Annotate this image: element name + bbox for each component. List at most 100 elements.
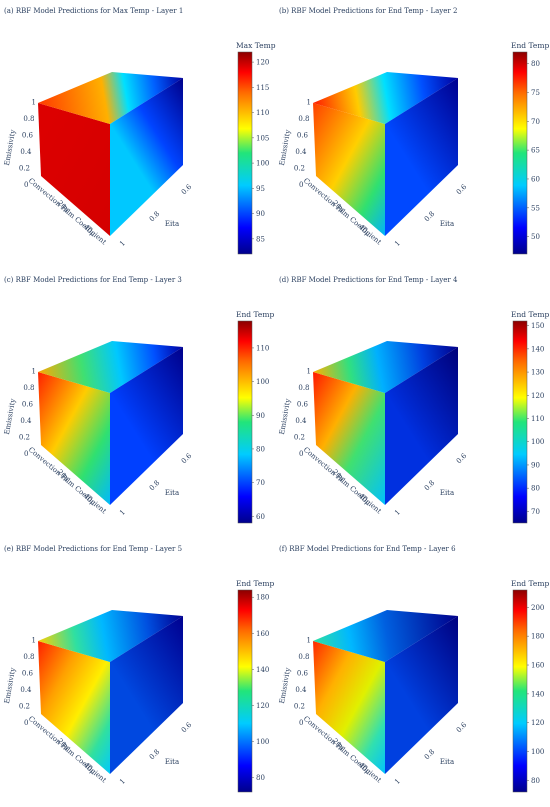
y-tick-label: 0.6 bbox=[455, 720, 469, 734]
y-tick-label: 0.6 bbox=[180, 720, 194, 734]
z-tick-label: 0.4 bbox=[295, 686, 307, 694]
cube-front-face bbox=[38, 372, 110, 505]
cube-side-face bbox=[110, 616, 183, 774]
cube-top-face bbox=[38, 610, 183, 662]
y-tick-label: 0.8 bbox=[423, 479, 437, 493]
colorbar-tick-label: 110 bbox=[256, 109, 269, 117]
colorbar-tick-label: 70 bbox=[531, 118, 540, 126]
colorbar-tick-label: 180 bbox=[256, 594, 269, 602]
colorbar-tick-label: 80 bbox=[531, 60, 540, 68]
z-axis-label: Emissivity bbox=[278, 129, 292, 166]
cube-front-face bbox=[38, 641, 110, 774]
colorbar-title: Max Temp bbox=[236, 41, 276, 50]
y-tick-label: 0.8 bbox=[148, 479, 162, 493]
z-tick-label: 0.4 bbox=[20, 148, 32, 156]
colorbar-tick-label: 140 bbox=[531, 690, 544, 698]
cube-side-face bbox=[110, 78, 183, 236]
z-tick-label: 0 bbox=[299, 719, 303, 727]
z-tick-label: 0.6 bbox=[22, 670, 34, 678]
cube-side-face bbox=[385, 347, 458, 505]
z-tick-label: 0.6 bbox=[22, 401, 34, 409]
y-tick-label: 1 bbox=[393, 239, 402, 248]
colorbar-title: End Temp bbox=[236, 579, 274, 588]
z-tick-label: 0.6 bbox=[297, 132, 309, 140]
colorbar-tick-label: 110 bbox=[531, 415, 544, 423]
z-tick-label: 0.8 bbox=[23, 384, 34, 392]
y-axis-label: Eita bbox=[440, 758, 454, 766]
chart-svg: (b) RBF Model Predictions for End Temp -… bbox=[278, 7, 549, 255]
z-tick-label: 0.2 bbox=[294, 703, 305, 711]
z-tick-label: 0.6 bbox=[297, 670, 309, 678]
colorbar-tick-label: 85 bbox=[256, 235, 265, 243]
chart-svg: (a) RBF Model Predictions for Max Temp -… bbox=[3, 7, 276, 255]
y-tick-label: 1 bbox=[393, 777, 402, 786]
z-tick-label: 0.4 bbox=[20, 417, 32, 425]
z-tick-label: 0.8 bbox=[298, 653, 309, 661]
colorbar-tick-label: 105 bbox=[256, 134, 269, 142]
colorbar-tick-label: 100 bbox=[256, 738, 269, 746]
colorbar-tick-label: 150 bbox=[531, 322, 544, 330]
chart-panel-e: (e) RBF Model Predictions for End Temp -… bbox=[0, 538, 275, 807]
z-axis-label: Emissivity bbox=[3, 667, 17, 704]
colorbar-tick-label: 115 bbox=[256, 84, 269, 92]
colorbar-tick-label: 120 bbox=[531, 719, 544, 727]
z-tick-label: 0.2 bbox=[19, 703, 30, 711]
colorbar-tick-label: 120 bbox=[531, 392, 544, 400]
chart-panel-a: (a) RBF Model Predictions for Max Temp -… bbox=[0, 0, 276, 269]
colorbar-tick-label: 100 bbox=[531, 438, 544, 446]
colorbar-tick-label: 80 bbox=[531, 777, 540, 785]
z-tick-label: 0 bbox=[299, 450, 303, 458]
cube-side-face bbox=[110, 347, 183, 505]
chart-title: (a) RBF Model Predictions for Max Temp -… bbox=[4, 7, 183, 15]
cube-top-face bbox=[38, 72, 183, 124]
z-tick-label: 0.2 bbox=[294, 165, 305, 173]
cube-front-face bbox=[313, 372, 385, 505]
chart-svg: (c) RBF Model Predictions for End Temp -… bbox=[3, 276, 274, 524]
z-tick-label: 1 bbox=[32, 368, 36, 376]
z-tick-label: 0.4 bbox=[295, 148, 307, 156]
z-tick-label: 0 bbox=[24, 719, 28, 727]
z-tick-label: 0.6 bbox=[22, 132, 34, 140]
z-tick-label: 0 bbox=[24, 450, 28, 458]
z-tick-label: 1 bbox=[32, 99, 36, 107]
z-tick-label: 0.4 bbox=[20, 686, 32, 694]
cube-front-face bbox=[38, 103, 110, 236]
colorbar-tick-label: 95 bbox=[256, 185, 265, 193]
chart-svg: (e) RBF Model Predictions for End Temp -… bbox=[3, 545, 274, 793]
colorbar bbox=[512, 51, 528, 255]
cube-top-face bbox=[313, 72, 458, 124]
colorbar-tick-label: 90 bbox=[256, 210, 265, 218]
colorbar bbox=[237, 51, 253, 255]
colorbar-tick-label: 100 bbox=[256, 160, 269, 168]
colorbar-tick-label: 180 bbox=[531, 633, 544, 641]
colorbar-tick-label: 120 bbox=[256, 702, 269, 710]
y-tick-label: 1 bbox=[393, 508, 402, 517]
colorbar-title: End Temp bbox=[236, 310, 274, 319]
y-axis-label: Eita bbox=[440, 220, 454, 228]
z-tick-label: 1 bbox=[307, 99, 311, 107]
z-axis-label: Emissivity bbox=[278, 667, 292, 704]
y-tick-label: 0.6 bbox=[455, 182, 469, 196]
colorbar-tick-label: 80 bbox=[256, 774, 265, 782]
z-tick-label: 0.2 bbox=[19, 434, 30, 442]
y-tick-label: 1 bbox=[118, 239, 127, 248]
colorbar bbox=[512, 320, 528, 524]
y-tick-label: 0.8 bbox=[423, 748, 437, 762]
colorbar-tick-label: 200 bbox=[531, 604, 544, 612]
colorbar-tick-label: 60 bbox=[256, 513, 265, 521]
colorbar-tick-label: 130 bbox=[531, 369, 544, 377]
chart-title: (f) RBF Model Predictions for End Temp -… bbox=[279, 545, 456, 553]
colorbar-tick-label: 55 bbox=[531, 204, 540, 212]
y-axis-label: Eita bbox=[165, 489, 179, 497]
chart-panel-b: (b) RBF Model Predictions for End Temp -… bbox=[275, 0, 550, 269]
y-tick-label: 0.8 bbox=[423, 210, 437, 224]
colorbar bbox=[237, 589, 253, 793]
colorbar-tick-label: 140 bbox=[256, 666, 269, 674]
cube-side-face bbox=[385, 78, 458, 236]
colorbar-tick-label: 110 bbox=[256, 344, 269, 352]
cube-top-face bbox=[313, 341, 458, 393]
y-tick-label: 0.8 bbox=[148, 748, 162, 762]
colorbar-tick-label: 90 bbox=[256, 412, 265, 420]
colorbar-tick-label: 80 bbox=[256, 445, 265, 453]
colorbar-tick-label: 100 bbox=[256, 378, 269, 386]
